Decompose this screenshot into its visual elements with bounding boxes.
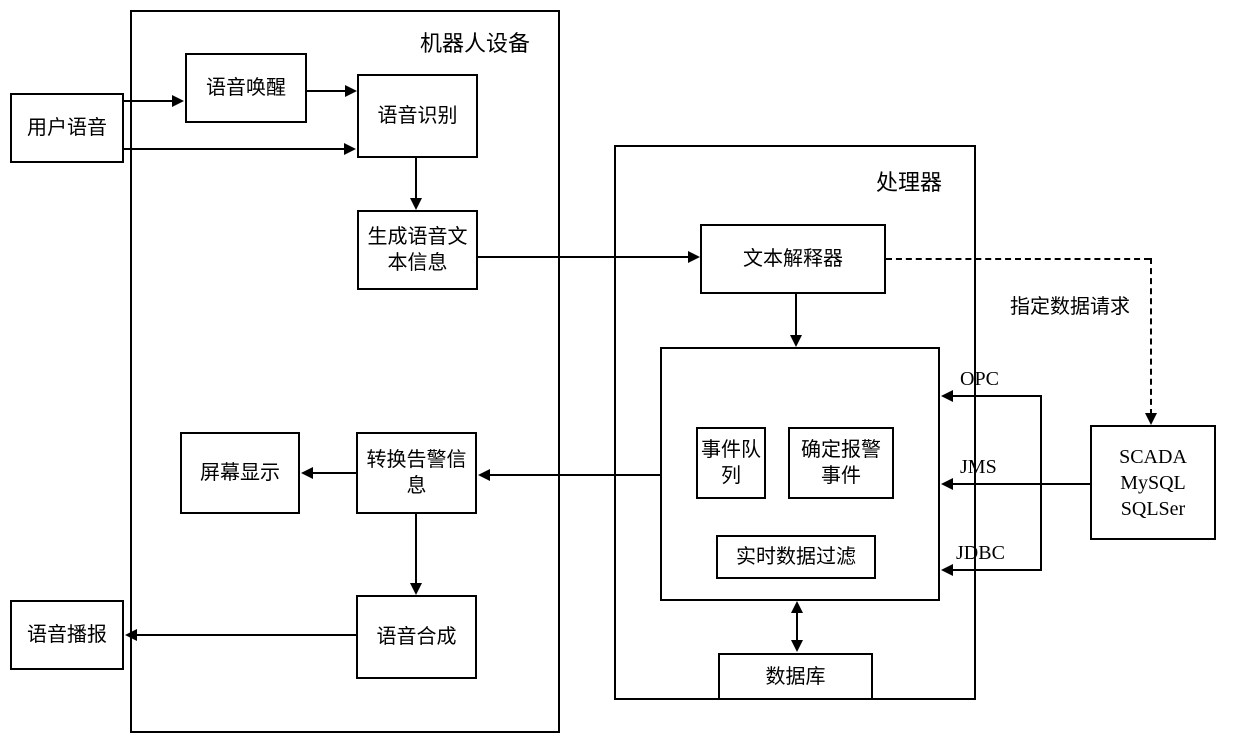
arrowhead-icon: [301, 467, 313, 479]
arrowhead-icon: [790, 335, 802, 347]
arrowhead-icon: [941, 390, 953, 402]
arrowhead-icon: [345, 85, 357, 97]
database-label: 数据库: [766, 664, 826, 690]
voice-synth-label: 语音合成: [377, 624, 457, 650]
arrowhead-icon: [410, 583, 422, 595]
scada-node: SCADA MySQL SQLSer: [1090, 425, 1216, 540]
arrowhead-icon: [125, 629, 137, 641]
voice-wake-node: 语音唤醒: [185, 53, 307, 123]
opc-label: OPC: [960, 368, 999, 391]
arrowhead-icon: [344, 143, 356, 155]
event-queue-label: 事件队列: [701, 437, 761, 489]
edge-jdbc-h: [952, 569, 1040, 571]
edge-convert-to-screen: [312, 472, 356, 474]
jms-label: JMS: [960, 456, 997, 479]
screen-display-node: 屏幕显示: [180, 432, 300, 514]
arrowhead-icon: [941, 478, 953, 490]
text-interpreter-node: 文本解释器: [700, 224, 886, 294]
edge-convert-to-synth: [415, 514, 417, 585]
voice-wake-label: 语音唤醒: [206, 75, 286, 101]
arrowhead-icon: [688, 251, 700, 263]
arrowhead-icon: [410, 198, 422, 210]
robot-title: 机器人设备: [420, 26, 530, 58]
user-voice-label: 用户语音: [27, 115, 107, 141]
convert-alarm-label: 转换告警信息: [361, 447, 472, 499]
edge-opc-h: [952, 395, 1040, 397]
arrowhead-icon: [478, 469, 490, 481]
edge-gentext-to-interpreter: [478, 256, 690, 258]
edge-opc-v: [1040, 395, 1042, 485]
scada-label: SCADA MySQL SQLSer: [1119, 444, 1187, 522]
arrowhead-icon: [791, 640, 803, 652]
database-node: 数据库: [718, 653, 873, 700]
user-voice-node: 用户语音: [10, 93, 124, 163]
gen-text-node: 生成语音文本信息: [357, 210, 478, 290]
edge-dataaccess-database: [796, 612, 798, 642]
voice-recog-label: 语音识别: [378, 103, 458, 129]
voice-broadcast-node: 语音播报: [10, 600, 124, 670]
voice-recog-node: 语音识别: [357, 74, 478, 158]
confirm-alarm-node: 确定报警事件: [788, 427, 894, 499]
edge-interpreter-to-scada-dashed: [886, 258, 1150, 260]
edge-dataaccess-to-convert: [489, 474, 660, 476]
jdbc-label: JDBC: [956, 542, 1005, 565]
edge-interpreter-to-scada-dashed-v: [1150, 258, 1152, 415]
gen-text-label: 生成语音文本信息: [362, 224, 473, 276]
data-request-label: 指定数据请求: [1010, 290, 1130, 319]
arrowhead-icon: [172, 95, 184, 107]
text-interpreter-label: 文本解释器: [743, 246, 843, 272]
confirm-alarm-label: 确定报警事件: [793, 437, 889, 489]
edge-recog-to-gentext: [415, 158, 417, 200]
edge-interpreter-to-dataaccess: [795, 294, 797, 337]
edge-user-to-wake: [124, 100, 174, 102]
edge-user-to-recog: [124, 148, 346, 150]
arrowhead-icon: [791, 601, 803, 613]
arrowhead-icon: [1145, 413, 1157, 425]
edge-wake-to-recog: [307, 90, 347, 92]
convert-alarm-node: 转换告警信息: [356, 432, 477, 514]
edge-synth-to-broadcast: [136, 634, 356, 636]
event-queue-node: 事件队列: [696, 427, 766, 499]
arrowhead-icon: [941, 564, 953, 576]
edge-jms: [952, 483, 1090, 485]
realtime-filter-node: 实时数据过滤: [716, 535, 876, 579]
edge-jdbc-v: [1040, 483, 1042, 571]
voice-broadcast-label: 语音播报: [27, 622, 107, 648]
screen-display-label: 屏幕显示: [200, 460, 280, 486]
voice-synth-node: 语音合成: [356, 595, 477, 679]
processor-title: 处理器: [876, 165, 942, 197]
realtime-filter-label: 实时数据过滤: [736, 544, 856, 570]
